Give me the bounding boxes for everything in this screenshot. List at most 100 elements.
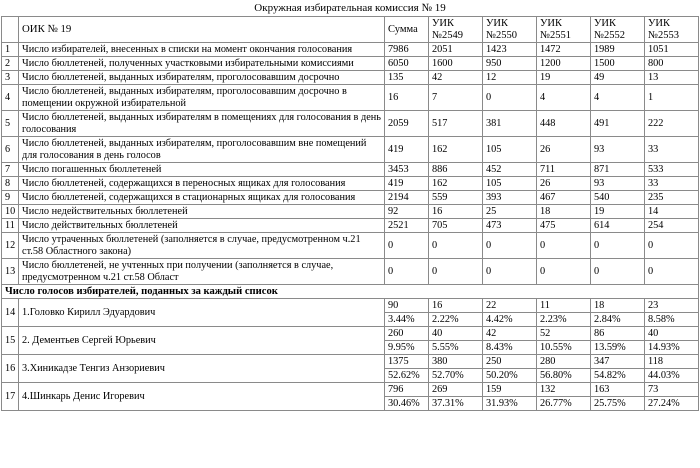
header-rownum-cell [1,16,19,43]
candidate-uik-percent: 37.31% [428,396,483,411]
header-uik-column-4: УИК №2552 [590,16,645,43]
row-uik-value: 517 [428,110,483,137]
row-number: 5 [1,110,19,137]
candidate-uik-percent: 31.93% [482,396,537,411]
candidate-name: 1.Головко Кирилл Эдуардович [18,298,385,327]
row-uik-value: 25 [482,204,537,219]
row-uik-value: 491 [590,110,645,137]
row-uik-value: 1 [644,84,699,111]
header-uik-number: №2553 [648,29,680,41]
candidate-uik-percent: 14.93% [644,340,699,355]
row-sum-value: 0 [384,258,429,285]
candidate-row-number: 14 [1,298,19,327]
row-uik-value: 0 [536,232,591,259]
row-uik-value: 13 [644,70,699,85]
candidate-uik-votes: 52 [536,326,591,341]
candidate-uik-votes: 163 [590,382,645,397]
header-uik-word: УИК [648,17,671,29]
candidate-uik-percent: 8.43% [482,340,537,355]
election-results-table: ОИК № 19 Сумма УИК №2549 УИК №2550 УИК №2551 УИК… [1,16,699,411]
row-uik-value: 93 [590,176,645,191]
candidate-uik-votes: 118 [644,354,699,369]
candidate-uik-votes: 159 [482,382,537,397]
candidate-uik-percent: 44.03% [644,368,699,383]
candidate-sum-votes: 796 [384,382,429,397]
candidate-uik-votes: 18 [590,298,645,313]
row-number: 11 [1,218,19,233]
row-uik-value: 0 [536,258,591,285]
candidate-percent-row: 9.95% 5.55% 8.43% 10.55% 13.59% 14.93% [2,340,699,355]
row-sum-value: 419 [384,176,429,191]
row-label: Число бюллетеней, содержащихся в стацион… [18,190,385,205]
row-uik-value: 33 [644,136,699,163]
candidate-name: 4.Шинкарь Денис Игоревич [18,382,385,411]
row-uik-value: 467 [536,190,591,205]
candidate-uik-votes: 73 [644,382,699,397]
row-uik-value: 33 [644,176,699,191]
table-row: 12 Число утраченных бюллетеней (заполняет… [1,232,699,259]
row-number: 12 [1,232,19,259]
row-uik-value: 0 [590,258,645,285]
candidate-uik-percent: 2.23% [536,312,591,327]
table-header-row: ОИК № 19 Сумма УИК №2549 УИК №2550 УИК №2551 УИК… [1,16,699,43]
candidate-uik-percent: 54.82% [590,368,645,383]
header-uik-number: №2552 [594,29,626,41]
row-uik-value: 0 [482,258,537,285]
row-label: Число действительных бюллетеней [18,218,385,233]
row-uik-value: 26 [536,176,591,191]
table-row: 3 Число бюллетеней, выданных избирателям,… [1,70,699,85]
row-label: Число бюллетеней, содержащихся в перенос… [18,176,385,191]
table-row: 9 Число бюллетеней, содержащихся в стацио… [1,190,699,205]
candidate-row: 14 1.Головко Кирилл Эдуардович 90 16 22 11 18 2… [1,298,699,327]
candidate-row-number: 17 [1,382,19,411]
row-uik-value: 49 [590,70,645,85]
row-number: 7 [1,162,19,177]
candidate-row: 16 3.Хиникадзе Тенгиз Анзориевич 1375 380 25… [1,354,699,383]
candidate-sum-percent: 3.44% [384,312,429,327]
row-uik-value: 452 [482,162,537,177]
row-uik-value: 26 [536,136,591,163]
row-label: Число недействительных бюллетеней [18,204,385,219]
row-uik-value: 0 [428,232,483,259]
row-number: 1 [1,42,19,57]
header-uik-column-3: УИК №2551 [536,16,591,43]
row-number: 13 [1,258,19,285]
row-uik-value: 4 [536,84,591,111]
table-row: 8 Число бюллетеней, содержащихся в перено… [1,176,699,191]
candidate-uik-votes: 250 [482,354,537,369]
candidate-row-number: 16 [1,354,19,383]
row-uik-value: 1051 [644,42,699,57]
candidate-uik-percent: 4.42% [482,312,537,327]
row-uik-value: 871 [590,162,645,177]
candidate-uik-votes: 42 [482,326,537,341]
header-sum-label: Сумма [384,16,429,43]
candidate-uik-votes: 22 [482,298,537,313]
row-number: 2 [1,56,19,71]
row-number: 6 [1,136,19,163]
row-uik-value: 393 [482,190,537,205]
candidate-row: 17 4.Шинкарь Денис Игоревич 796 269 159 132 16… [1,382,699,411]
candidate-row-number: 15 [1,326,19,355]
candidate-sum-percent: 9.95% [384,340,429,355]
candidate-uik-percent: 8.58% [644,312,699,327]
row-uik-value: 18 [536,204,591,219]
row-uik-value: 1500 [590,56,645,71]
table-row: 4 Число бюллетеней, выданных избирателям,… [1,84,699,111]
candidate-uik-votes: 23 [644,298,699,313]
row-sum-value: 7986 [384,42,429,57]
table-row: 11 Число действительных бюллетеней 2521 705… [1,218,699,233]
candidate-uik-votes: 132 [536,382,591,397]
candidate-uik-percent: 52.70% [428,368,483,383]
header-uik-word: УИК [594,17,617,29]
row-number: 3 [1,70,19,85]
row-number: 4 [1,84,19,111]
row-uik-value: 0 [482,84,537,111]
row-uik-value: 950 [482,56,537,71]
header-uik-number: №2551 [540,29,572,41]
row-uik-value: 12 [482,70,537,85]
candidate-uik-votes: 380 [428,354,483,369]
row-uik-value: 1423 [482,42,537,57]
header-uik-word: УИК [540,17,563,29]
row-uik-value: 105 [482,136,537,163]
